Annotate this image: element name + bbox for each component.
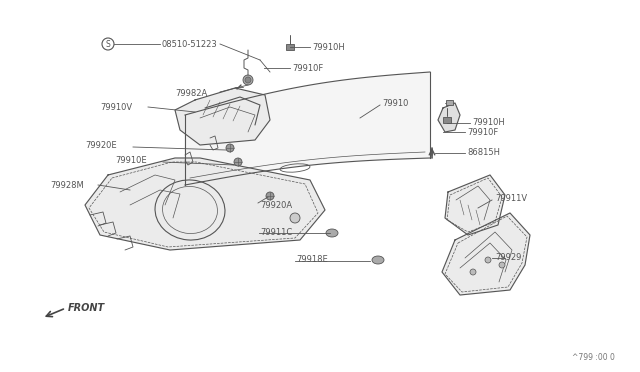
Text: 79982A: 79982A <box>175 89 207 97</box>
Text: 79910F: 79910F <box>292 64 323 73</box>
Text: 79929: 79929 <box>495 253 522 263</box>
Circle shape <box>290 213 300 223</box>
Circle shape <box>234 158 242 166</box>
Text: 79910V: 79910V <box>100 103 132 112</box>
Text: 79910H: 79910H <box>312 42 345 51</box>
Text: 79928M: 79928M <box>50 180 84 189</box>
Polygon shape <box>175 88 270 145</box>
Text: 79920E: 79920E <box>85 141 116 150</box>
Text: 79910F: 79910F <box>467 128 499 137</box>
Text: ^799 :00 0: ^799 :00 0 <box>572 353 615 362</box>
Circle shape <box>266 192 274 200</box>
Text: 08510-51223: 08510-51223 <box>162 39 218 48</box>
Circle shape <box>226 144 234 152</box>
Circle shape <box>243 75 253 85</box>
Polygon shape <box>442 213 530 295</box>
Text: 79920A: 79920A <box>260 201 292 209</box>
Bar <box>286 44 294 50</box>
Text: 79910H: 79910H <box>472 118 505 126</box>
Bar <box>443 117 451 123</box>
Text: 79910E: 79910E <box>115 155 147 164</box>
Ellipse shape <box>326 229 338 237</box>
Text: S: S <box>106 39 110 48</box>
Circle shape <box>245 77 251 83</box>
Text: 79918E: 79918E <box>296 256 328 264</box>
Bar <box>446 100 453 105</box>
Circle shape <box>485 257 491 263</box>
Text: 86815H: 86815H <box>467 148 500 157</box>
Circle shape <box>499 262 505 268</box>
Polygon shape <box>85 158 325 250</box>
Text: 79911C: 79911C <box>260 228 292 237</box>
Text: 79910: 79910 <box>382 99 408 108</box>
Polygon shape <box>185 72 430 185</box>
Text: 79911V: 79911V <box>495 193 527 202</box>
Ellipse shape <box>372 256 384 264</box>
Circle shape <box>470 269 476 275</box>
Polygon shape <box>438 103 460 132</box>
Polygon shape <box>445 175 505 235</box>
Text: FRONT: FRONT <box>68 303 105 313</box>
